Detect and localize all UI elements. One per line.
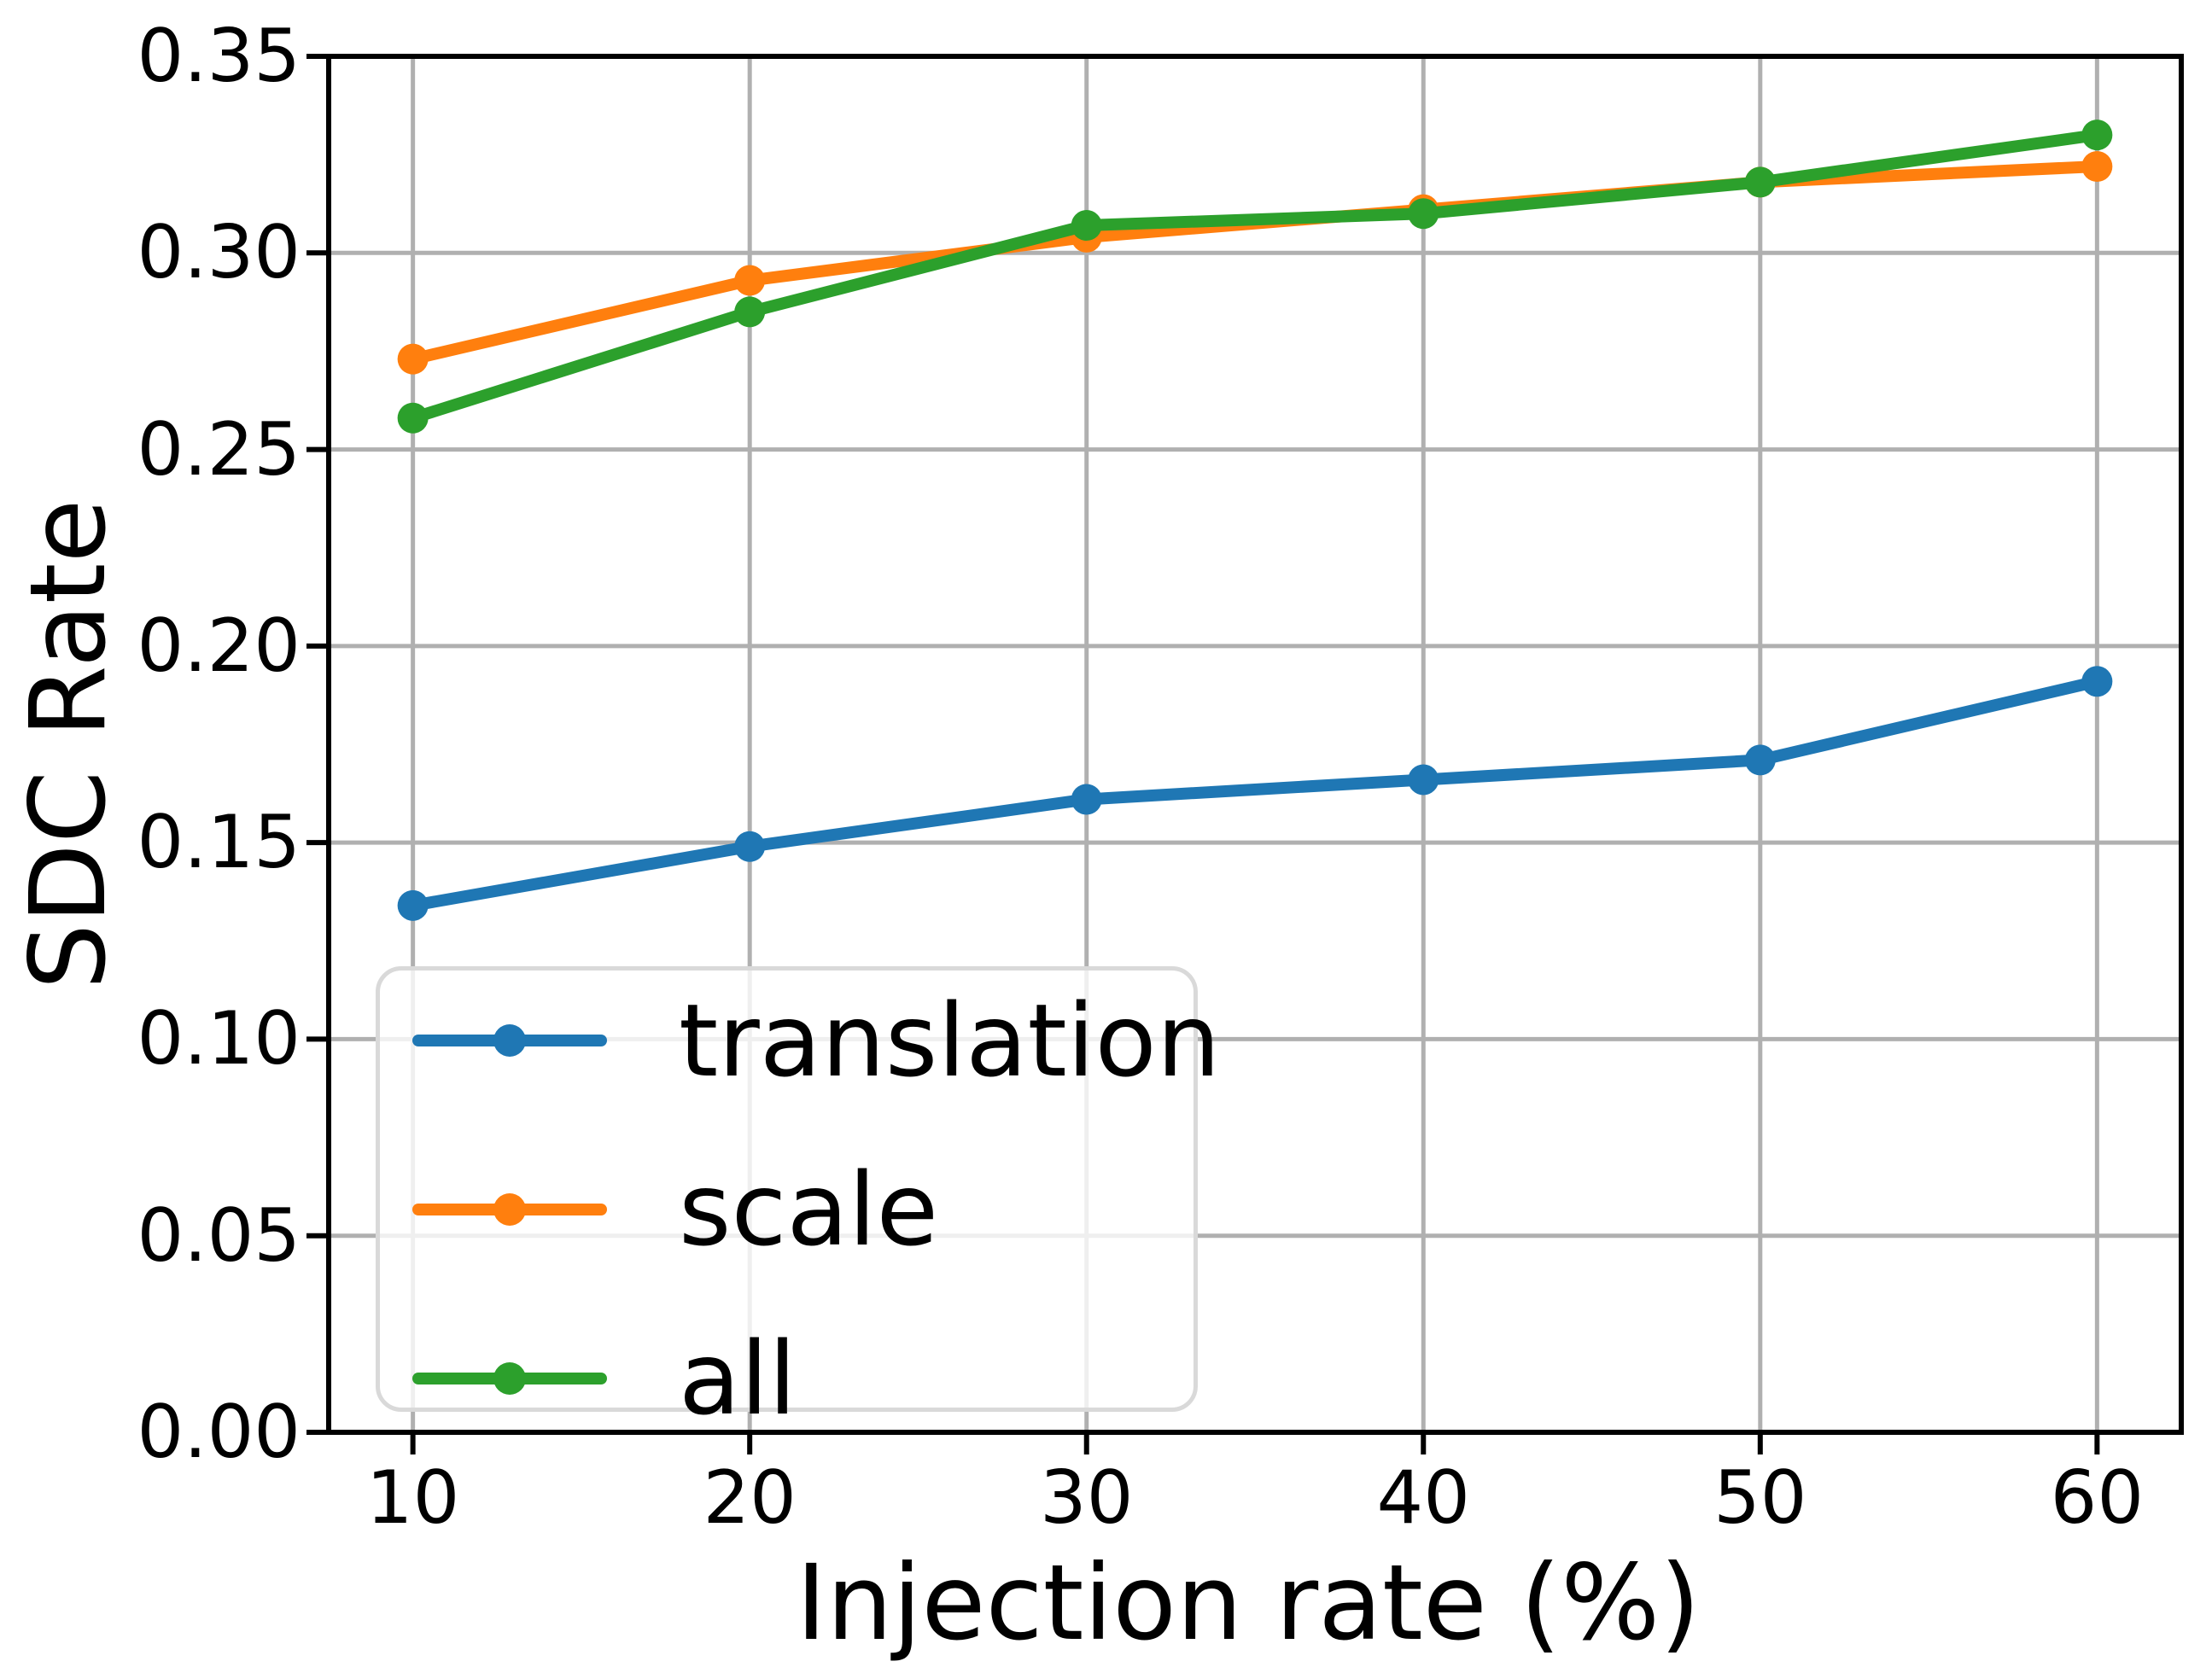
x-tick-label: 20 bbox=[703, 1455, 797, 1541]
legend-label-scale: scale bbox=[679, 1151, 939, 1268]
data-point-scale bbox=[2081, 150, 2113, 182]
y-tick-label: 0.20 bbox=[137, 603, 301, 689]
legend-label-translation: translation bbox=[679, 982, 1221, 1099]
series-line-all bbox=[406, 129, 2104, 424]
x-tick-label: 30 bbox=[1040, 1455, 1134, 1541]
y-tick-label: 0.00 bbox=[137, 1390, 301, 1475]
plot-area: translation scale all bbox=[306, 54, 2184, 1454]
x-tick-label: 60 bbox=[2050, 1455, 2145, 1541]
legend-item-all: all bbox=[380, 1322, 1194, 1435]
legend-item-translation: translation bbox=[380, 984, 1220, 1097]
y-tick-label: 0.35 bbox=[137, 14, 301, 99]
x-tick-label: 10 bbox=[365, 1455, 460, 1541]
x-axis-label: Injection rate (%) bbox=[796, 1542, 1701, 1664]
y-tick-label: 0.25 bbox=[137, 406, 301, 493]
y-tick-label: 0.15 bbox=[137, 800, 301, 886]
data-point-all bbox=[734, 296, 766, 328]
y-tick-label: 0.10 bbox=[137, 996, 301, 1082]
plot-canvas bbox=[306, 54, 2184, 1454]
series-line-scale bbox=[406, 160, 2104, 365]
translation-legend-marker-icon bbox=[493, 1024, 526, 1057]
data-point-translation bbox=[1071, 784, 1102, 815]
data-point-all bbox=[1071, 210, 1102, 242]
axes-frame bbox=[326, 54, 2184, 1435]
scale-line-sample bbox=[412, 1153, 607, 1266]
x-tick-label: 50 bbox=[1713, 1455, 1807, 1541]
data-point-all bbox=[397, 402, 429, 434]
data-point-translation bbox=[1744, 744, 1776, 776]
data-point-all bbox=[2081, 120, 2113, 151]
y-tick-label: 0.05 bbox=[137, 1192, 301, 1279]
all-line-sample bbox=[412, 1322, 607, 1435]
data-point-all bbox=[1744, 166, 1776, 198]
data-point-scale bbox=[734, 265, 766, 296]
legend-label-all: all bbox=[679, 1320, 797, 1437]
all-legend-marker-icon bbox=[493, 1362, 526, 1395]
data-point-translation bbox=[397, 889, 429, 921]
y-tick-label: 0.30 bbox=[137, 210, 301, 296]
x-tick-label: 40 bbox=[1376, 1455, 1470, 1541]
translation-line-sample bbox=[412, 984, 607, 1097]
data-point-all bbox=[1408, 198, 1439, 230]
data-point-translation bbox=[2081, 666, 2113, 697]
series-line-translation bbox=[406, 675, 2104, 912]
legend: translation scale all bbox=[376, 966, 1220, 1435]
data-point-translation bbox=[734, 831, 766, 862]
legend-item-scale: scale bbox=[380, 1153, 1194, 1266]
data-point-translation bbox=[1408, 764, 1439, 796]
scale-legend-marker-icon bbox=[493, 1193, 526, 1226]
y-axis-label: SDC Rate bbox=[8, 498, 129, 990]
data-point-scale bbox=[397, 343, 429, 375]
